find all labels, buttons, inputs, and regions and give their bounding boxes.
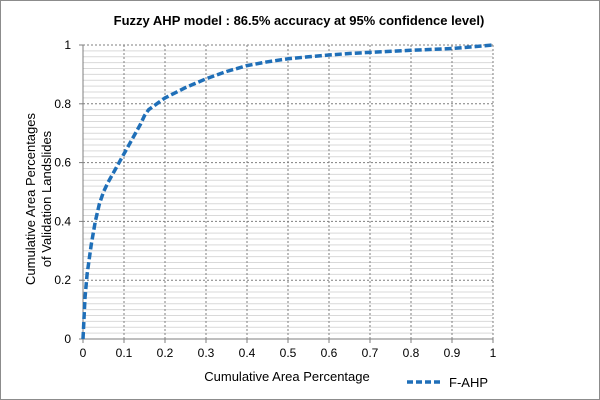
chart-title: Fuzzy AHP model : 86.5% accuracy at 95% … xyxy=(114,13,485,28)
y-axis-label-line-1: Cumulative Area Percentages xyxy=(23,113,38,285)
x-tick-label: 0.8 xyxy=(403,346,420,360)
major-gridlines xyxy=(83,44,494,339)
legend-label-f-ahp: F-AHP xyxy=(449,375,488,390)
legend: F-AHP xyxy=(407,375,488,390)
axes xyxy=(79,44,494,343)
y-tick-label: 0.8 xyxy=(54,97,71,111)
x-axis-label: Cumulative Area Percentage xyxy=(204,369,369,384)
x-tick-label: 0.2 xyxy=(157,346,174,360)
x-tick-label: 0.4 xyxy=(239,346,256,360)
y-tick-label: 0.4 xyxy=(54,214,71,228)
x-tick-label: 0.6 xyxy=(321,346,338,360)
series-line-f-ahp xyxy=(81,43,494,340)
x-tick-label: 0 xyxy=(80,346,87,360)
y-tick-labels: 0 0.2 0.4 0.6 0.8 1 xyxy=(54,38,71,346)
y-axis-label-line-2: of Validation Landslides xyxy=(39,130,54,267)
x-tick-label: 0.7 xyxy=(362,346,379,360)
x-tick-labels: 0 0.1 0.2 0.3 0.4 0.5 0.6 0.7 0.8 0.9 1 xyxy=(80,346,497,360)
x-tick-label: 0.5 xyxy=(280,346,297,360)
y-tick-label: 0.2 xyxy=(54,273,71,287)
x-tick-label: 1 xyxy=(490,346,497,360)
x-tick-label: 0.9 xyxy=(444,346,461,360)
series-layer xyxy=(81,43,494,340)
y-tick-label: 0.6 xyxy=(54,156,71,170)
y-tick-label: 0 xyxy=(64,332,71,346)
y-tick-label: 1 xyxy=(64,38,71,52)
x-tick-label: 0.3 xyxy=(198,346,215,360)
x-tick-label: 0.1 xyxy=(116,346,133,360)
